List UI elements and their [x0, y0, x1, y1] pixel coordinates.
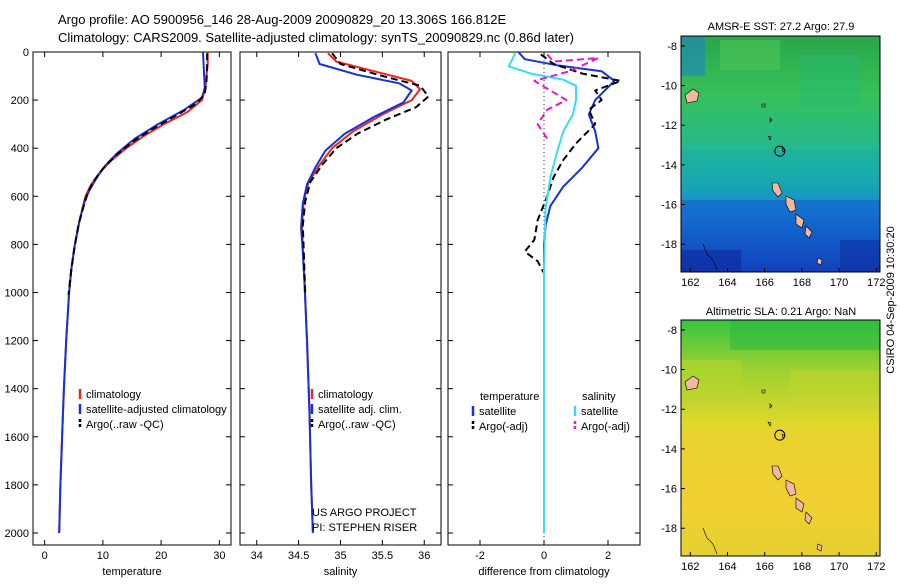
sla-texture: [681, 320, 880, 510]
sst-map-title: AMSR-E SST: 27.2 Argo: 27.9: [708, 21, 855, 33]
sst-map-frame: [680, 35, 881, 273]
x-axis-label: difference from climatology: [478, 566, 610, 578]
x-axis-label: salinity: [324, 566, 358, 578]
map-x-tick-label: 168: [793, 561, 811, 573]
legend-heading-salinity: salinity: [582, 391, 616, 403]
map-x-tick-label: 172: [867, 561, 885, 573]
y-tick-label: 600: [11, 191, 29, 203]
x-tick-label: 35: [334, 550, 346, 562]
legend-label: satellite adj. clim.: [318, 404, 402, 416]
legend-label: Argo(..raw -QC): [318, 419, 396, 431]
map-x-tick-label: 164: [718, 561, 736, 573]
x-tick-label: 34: [251, 550, 263, 562]
map-y-tick-label: -12: [661, 120, 677, 132]
series-satellite-adj-clim-: [300, 52, 413, 534]
map-y-tick-label: -18: [661, 523, 677, 535]
series-argo-raw-qc-: [301, 52, 430, 295]
map-x-tick-label: 168: [793, 277, 811, 289]
map-x-tick-label: 170: [830, 561, 848, 573]
salinity-panel: 34 34.5 35 35.5 36 salinity climatology satelli…: [239, 51, 442, 578]
map-x-tick-label: 166: [756, 277, 774, 289]
sla-map-panel: Altimetric SLA: 0.21 Argo: NaN 162 164 166…: [661, 306, 885, 573]
y-tick-label: 1400: [5, 384, 29, 396]
x-tick-label: -2: [475, 550, 485, 562]
map-y-tick-label: -14: [661, 444, 677, 456]
x-tick-label: 10: [97, 550, 109, 562]
series-temperature-satellite: [517, 51, 616, 533]
map-y-tick-label: -16: [661, 200, 677, 212]
annotation-project: US ARGO PROJECT: [312, 507, 417, 519]
map-x-tick-label: 170: [830, 277, 848, 289]
legend-label: Argo(-adj): [581, 421, 630, 433]
map-x-tick-label: 172: [867, 277, 885, 289]
y-tick-label: 1200: [5, 336, 29, 348]
side-label: CSIRO 04-Sep-2009 10:30:20: [885, 226, 897, 373]
map-y-tick-label: -12: [661, 404, 677, 416]
map-y-tick-label: -10: [661, 81, 677, 93]
legend-heading-temperature: temperature: [480, 391, 539, 403]
difference-panel: -2 0 2 difference from climatology temperatu…: [447, 51, 641, 578]
x-tick-label: 2: [605, 550, 611, 562]
legend-label: satellite: [581, 406, 618, 418]
map-y-tick-label: -8: [667, 41, 677, 53]
y-tick-label: 0: [23, 47, 29, 59]
y-tick-label: 1600: [5, 432, 29, 444]
plot-frame: [239, 51, 442, 546]
map-x-tick-label: 164: [718, 277, 736, 289]
map-y-tick-label: -8: [667, 325, 677, 337]
map-y-tick-label: -14: [661, 160, 677, 172]
sst-texture: [681, 36, 880, 272]
x-tick-label: 0: [42, 550, 48, 562]
sla-islands: [684, 375, 823, 555]
legend-label: climatology: [318, 389, 374, 401]
legend-label: climatology: [86, 389, 142, 401]
series-salinity-argo-adj-: [533, 53, 600, 140]
series-satellite-adjusted-climatology: [58, 51, 206, 534]
annotation-pi: PI: STEPHEN RISER: [312, 522, 417, 534]
sla-map-title: Altimetric SLA: 0.21 Argo: NaN: [706, 306, 856, 318]
x-tick-label: 34.5: [288, 550, 309, 562]
sst-argo-marker: [774, 145, 786, 157]
legend-label: satellite-adjusted climatology: [86, 404, 227, 416]
map-y-tick-label: -10: [661, 365, 677, 377]
y-tick-label: 1000: [5, 287, 29, 299]
y-tick-label: 400: [11, 143, 29, 155]
sst-field: [681, 36, 880, 272]
map-x-tick-label: 166: [756, 561, 774, 573]
legend-label: Argo(..raw -QC): [86, 419, 164, 431]
x-tick-label: 0: [541, 550, 547, 562]
sla-argo-marker: [774, 429, 786, 441]
temperature-panel: 0 10 20 30 temperature 0 200 400 600 800 1000 1200 1…: [5, 47, 232, 578]
map-y-tick-label: -18: [661, 239, 677, 251]
map-y-tick-label: -16: [661, 484, 677, 496]
plot-frame: [32, 51, 232, 546]
sla-field: [681, 320, 880, 556]
x-tick-label: 35.5: [372, 550, 393, 562]
legend-label: Argo(-adj): [479, 421, 528, 433]
series-argo-raw-qc-: [67, 53, 209, 296]
sla-map-frame: [680, 319, 881, 557]
x-tick-label: 30: [213, 550, 225, 562]
series-salinity-satellite: [507, 52, 577, 533]
y-tick-label: 800: [11, 239, 29, 251]
y-tick-label: 1800: [5, 480, 29, 492]
sst-islands: [684, 88, 823, 271]
sst-map-panel: AMSR-E SST: 27.2 Argo: 27.9 162 164 166 168…: [661, 21, 885, 289]
y-tick-label: 200: [11, 95, 29, 107]
x-tick-label: 36: [418, 550, 430, 562]
header-line-2: Climatology: CARS2009. Satellite-adjuste…: [58, 30, 574, 45]
x-axis-label: temperature: [102, 566, 161, 578]
map-x-tick-label: 162: [681, 561, 699, 573]
x-tick-label: 20: [155, 550, 167, 562]
header-line-1: Argo profile: AO 5900956_146 28-Aug-2009…: [58, 12, 506, 27]
map-x-tick-label: 162: [681, 277, 699, 289]
y-tick-label: 2000: [5, 528, 29, 540]
series-temperature-argo-adj-: [523, 53, 622, 274]
legend-label: satellite: [479, 406, 516, 418]
